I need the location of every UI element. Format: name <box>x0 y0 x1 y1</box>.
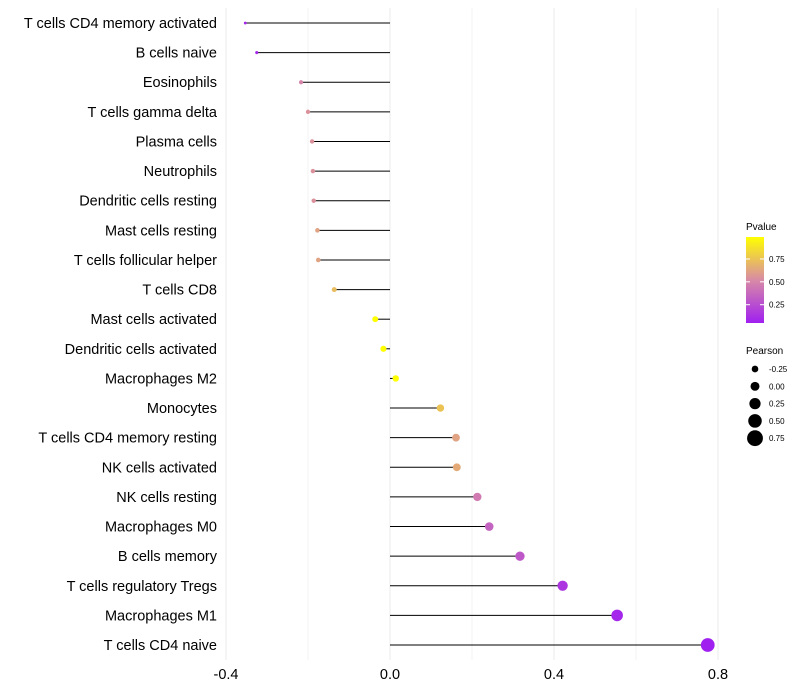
pearson-legend-dot <box>751 365 759 373</box>
pvalue-legend-ticks: 0.25 0.50 0.75 <box>746 255 785 310</box>
lollipop-dot <box>380 345 387 352</box>
pearson-legend-label: 0.75 <box>769 434 785 443</box>
grid-layer <box>225 8 719 660</box>
lollipop-dot <box>305 109 311 115</box>
pearson-legend-label: -0.25 <box>769 365 788 374</box>
y-axis-labels: T cells CD4 memory activated B cells naiv… <box>24 16 218 654</box>
x-tick-label: 0.4 <box>544 667 564 683</box>
y-tick-label: Mast cells activated <box>90 312 217 328</box>
lollipop-dot <box>452 433 460 442</box>
lollipop-dot <box>309 139 315 144</box>
lollipop-dot <box>473 492 482 502</box>
y-tick-label: Dendritic cells activated <box>65 342 217 358</box>
y-tick-label: Dendritic cells resting <box>79 194 217 210</box>
pvalue-legend: Pvalue 0.25 0.50 0.75 <box>746 222 785 323</box>
pearson-legend-dot <box>749 397 761 410</box>
y-tick-label: T cells regulatory Tregs <box>67 579 217 595</box>
pearson-legend-dot <box>748 414 762 428</box>
y-tick-label: Plasma cells <box>136 134 217 150</box>
y-tick-label: T cells CD8 <box>142 283 217 299</box>
lollipop-dot <box>515 551 525 561</box>
y-tick-label: Neutrophils <box>144 164 217 180</box>
y-tick-label: Monocytes <box>147 401 217 417</box>
pearson-legend-label: 0.25 <box>769 400 785 409</box>
pearson-legend-dot <box>750 381 760 391</box>
y-tick-label: T cells follicular helper <box>74 253 217 269</box>
lollipop-dot <box>484 522 494 531</box>
y-tick-label: T cells gamma delta <box>88 105 218 121</box>
lollipop-dot <box>436 404 445 412</box>
pearson-legend-dot <box>747 430 763 447</box>
pvalue-tick-label: 0.50 <box>769 278 785 287</box>
y-tick-label: Macrophages M2 <box>105 371 217 387</box>
pvalue-legend-title: Pvalue <box>746 222 777 233</box>
pearson-legend: Pearson -0.25 0.00 0.25 0.50 0.75 <box>746 346 788 447</box>
lollipop-dot <box>331 287 337 293</box>
x-tick-label: -0.4 <box>214 667 239 683</box>
lollipop-dot <box>452 463 461 472</box>
x-tick-label: 0.0 <box>380 667 400 683</box>
lollipop-dot <box>298 80 304 85</box>
y-tick-label: Mast cells resting <box>105 223 217 239</box>
lollipop-dot <box>700 638 715 652</box>
lollipop-dot <box>315 257 321 263</box>
pvalue-colorbar <box>746 237 764 323</box>
lollipop-dot <box>315 228 320 233</box>
y-tick-label: Eosinophils <box>143 75 217 91</box>
y-tick-label: T cells CD4 naive <box>104 638 217 654</box>
lollipop-dot <box>611 609 623 622</box>
y-tick-label: NK cells activated <box>102 460 217 476</box>
stems-layer <box>245 22 708 646</box>
pearson-legend-label: 0.50 <box>769 417 785 426</box>
y-tick-label: NK cells resting <box>116 490 217 506</box>
y-tick-label: B cells naive <box>136 46 217 62</box>
lollipop-dot <box>392 375 399 382</box>
pvalue-tick-label: 0.25 <box>769 301 785 310</box>
pvalue-tick-label: 0.75 <box>769 255 785 264</box>
x-axis-labels: -0.4 0.0 0.4 0.8 <box>214 667 729 683</box>
y-tick-label: Macrophages M0 <box>105 520 217 536</box>
pearson-legend-items: -0.25 0.00 0.25 0.50 0.75 <box>747 365 788 447</box>
lollipop-dot <box>372 316 379 323</box>
y-tick-label: Macrophages M1 <box>105 608 217 624</box>
x-tick-label: 0.8 <box>708 667 728 683</box>
lollipop-dot <box>310 168 316 174</box>
lollipop-dot <box>255 51 259 55</box>
pearson-legend-label: 0.00 <box>769 382 785 391</box>
lollipop-dot <box>243 21 247 25</box>
lollipop-dot <box>557 580 568 591</box>
pearson-legend-title: Pearson <box>746 346 783 357</box>
y-tick-label: T cells CD4 memory activated <box>24 16 217 32</box>
y-tick-label: B cells memory <box>118 549 218 565</box>
dots-layer <box>243 21 715 652</box>
lollipop-dot <box>311 198 316 203</box>
y-tick-label: T cells CD4 memory resting <box>38 431 217 447</box>
